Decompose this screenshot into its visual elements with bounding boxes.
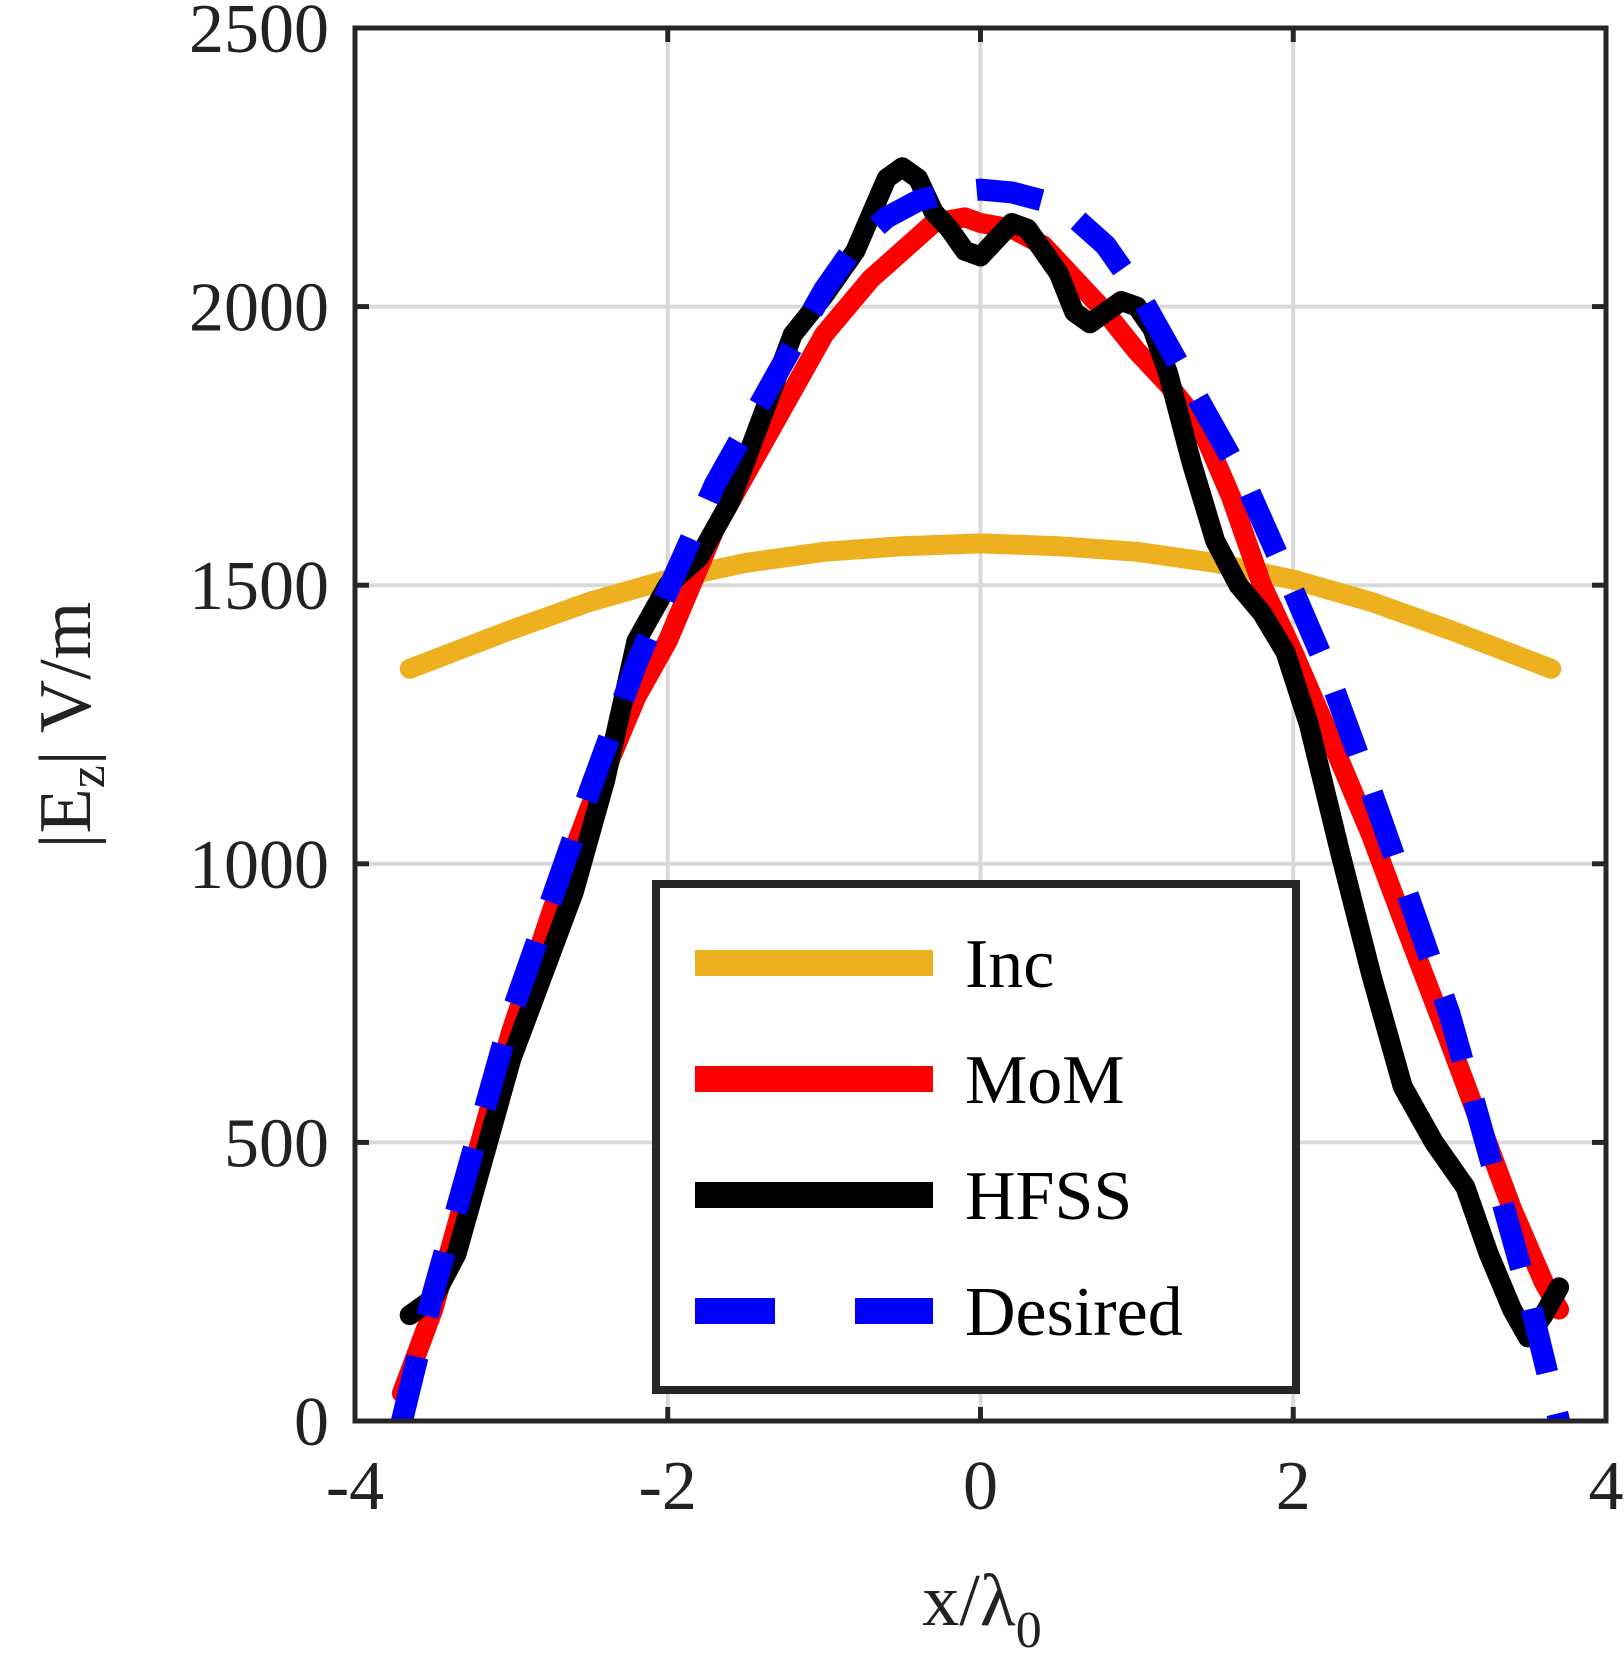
- axis-ticks: [352, 25, 1609, 1424]
- series-line-desired: [391, 178, 1570, 1424]
- tick-labels: -4 -2 0 2 4 0 500 1000 1500 2000 2500: [189, 0, 1624, 1525]
- x-tick-label: 0: [963, 1448, 998, 1525]
- data-series: [391, 157, 1570, 1424]
- legend-label-inc: Inc: [965, 926, 1054, 1003]
- series-line-inc: [399, 533, 1562, 679]
- y-tick-label: 500: [224, 1105, 329, 1182]
- y-tick-label: 2500: [189, 0, 329, 68]
- x-tick-label: 2: [1276, 1448, 1311, 1525]
- legend-label-hfss: HFSS: [965, 1158, 1132, 1235]
- x-tick-label: -2: [639, 1448, 697, 1525]
- y-tick-label: 1000: [189, 827, 329, 904]
- legend-label-mom: MoM: [965, 1042, 1124, 1119]
- y-axis-label: |Ez| V/m: [25, 602, 116, 849]
- x-axis-label: x/λ0: [922, 1560, 1041, 1659]
- y-tick-label: 1500: [189, 548, 329, 625]
- x-tick-label: -4: [326, 1448, 384, 1525]
- series-line-hfss: [399, 157, 1570, 1348]
- y-tick-label: 0: [294, 1384, 329, 1461]
- legend-label-desired: Desired: [965, 1274, 1183, 1351]
- legend: Inc MoM HFSS Desired: [652, 880, 1300, 1394]
- y-tick-label: 2000: [189, 270, 329, 347]
- x-tick-label: 4: [1589, 1448, 1624, 1525]
